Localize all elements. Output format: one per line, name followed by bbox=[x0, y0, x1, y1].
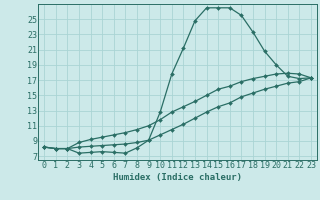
X-axis label: Humidex (Indice chaleur): Humidex (Indice chaleur) bbox=[113, 173, 242, 182]
